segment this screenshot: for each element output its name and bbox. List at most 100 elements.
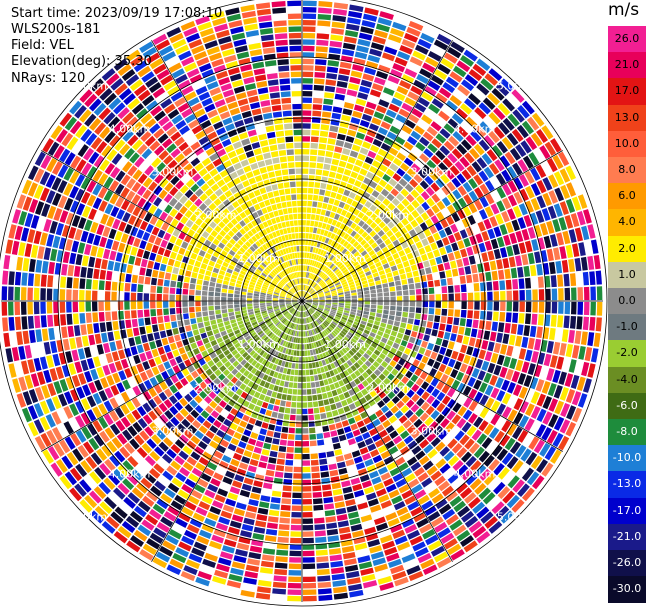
velocity-gate xyxy=(14,225,23,241)
velocity-gate xyxy=(411,209,420,219)
velocity-gate xyxy=(190,141,201,151)
velocity-gate xyxy=(50,340,58,354)
velocity-gate xyxy=(245,273,252,278)
velocity-gate xyxy=(213,395,222,404)
velocity-gate xyxy=(248,551,262,560)
velocity-gate xyxy=(433,551,449,563)
velocity-gate xyxy=(265,368,272,375)
velocity-gate xyxy=(267,322,274,328)
velocity-gate xyxy=(157,346,165,355)
velocity-gate xyxy=(333,381,340,389)
velocity-gate xyxy=(483,423,494,436)
velocity-gate xyxy=(431,98,444,109)
velocity-gate xyxy=(478,242,486,253)
velocity-gate xyxy=(387,75,400,85)
velocity-gate xyxy=(332,152,341,160)
velocity-gate xyxy=(414,338,422,346)
velocity-gate xyxy=(214,569,229,579)
velocity-gate xyxy=(148,234,157,244)
velocity-gate xyxy=(208,391,217,400)
velocity-gate xyxy=(410,506,423,517)
velocity-gate xyxy=(181,506,194,517)
velocity-gate xyxy=(593,254,601,270)
velocity-gate xyxy=(144,276,151,285)
velocity-gate xyxy=(358,257,365,264)
velocity-gate xyxy=(201,495,213,505)
velocity-gate xyxy=(22,330,30,345)
velocity-gate xyxy=(335,374,342,381)
velocity-gate xyxy=(342,328,349,334)
velocity-gate xyxy=(167,109,180,120)
velocity-gate xyxy=(345,411,353,419)
velocity-gate xyxy=(305,265,308,271)
velocity-gate xyxy=(295,304,300,309)
velocity-gate xyxy=(427,448,438,459)
velocity-gate xyxy=(55,366,65,380)
velocity-gate xyxy=(77,444,89,458)
velocity-gate xyxy=(163,193,173,203)
velocity-gate xyxy=(343,225,350,233)
velocity-gate xyxy=(150,293,156,301)
velocity-gate xyxy=(241,309,247,314)
velocity-gate xyxy=(197,570,212,581)
velocity-gate xyxy=(96,224,105,236)
velocity-gate xyxy=(204,275,211,281)
velocity-gate xyxy=(306,207,312,213)
velocity-gate xyxy=(326,411,333,418)
velocity-gate xyxy=(88,208,97,221)
velocity-gate xyxy=(97,403,108,416)
velocity-gate xyxy=(325,278,331,284)
velocity-gate xyxy=(427,235,435,244)
velocity-gate xyxy=(267,264,273,271)
velocity-gate xyxy=(131,274,138,284)
velocity-gate xyxy=(363,329,370,335)
velocity-gate xyxy=(335,270,342,276)
velocity-gate xyxy=(199,268,206,275)
velocity-gate xyxy=(422,62,436,73)
velocity-gate xyxy=(292,302,298,305)
velocity-gate xyxy=(419,136,430,147)
velocity-gate xyxy=(450,333,457,342)
velocity-gate xyxy=(251,321,258,326)
velocity-gate xyxy=(480,511,494,524)
velocity-gate xyxy=(120,233,129,244)
velocity-gate xyxy=(351,301,358,304)
velocity-gate xyxy=(27,273,35,287)
velocity-gate xyxy=(398,249,406,257)
velocity-gate xyxy=(405,370,413,379)
velocity-gate xyxy=(386,324,393,330)
velocity-gate xyxy=(321,283,327,288)
velocity-gate xyxy=(182,256,190,264)
velocity-gate xyxy=(481,437,493,449)
velocity-gate xyxy=(280,353,285,360)
velocity-gate xyxy=(263,316,270,321)
velocity-gate xyxy=(474,464,487,477)
velocity-gate xyxy=(249,340,256,347)
velocity-gate xyxy=(220,250,228,257)
velocity-gate xyxy=(435,256,443,265)
velocity-gate xyxy=(326,327,332,333)
velocity-gate xyxy=(59,475,73,490)
velocity-gate xyxy=(361,231,369,239)
velocity-gate xyxy=(325,268,331,274)
velocity-gate xyxy=(234,267,241,273)
velocity-gate xyxy=(306,220,311,226)
velocity-gate xyxy=(436,353,444,363)
velocity-gate xyxy=(354,369,361,377)
velocity-gate xyxy=(314,182,321,188)
velocity-gate xyxy=(206,265,214,272)
velocity-gate xyxy=(66,289,72,301)
velocity-gate xyxy=(302,305,303,311)
velocity-gate xyxy=(112,468,125,481)
velocity-gate xyxy=(155,219,164,229)
velocity-gate xyxy=(161,138,173,149)
velocity-gate xyxy=(342,148,351,156)
velocity-gate xyxy=(297,395,302,402)
velocity-gate xyxy=(181,241,189,249)
velocity-gate xyxy=(395,350,403,358)
velocity-gate xyxy=(412,270,419,277)
velocity-gate xyxy=(339,349,345,356)
velocity-gate xyxy=(152,33,168,45)
velocity-gate xyxy=(279,264,284,270)
velocity-gate xyxy=(101,145,113,158)
